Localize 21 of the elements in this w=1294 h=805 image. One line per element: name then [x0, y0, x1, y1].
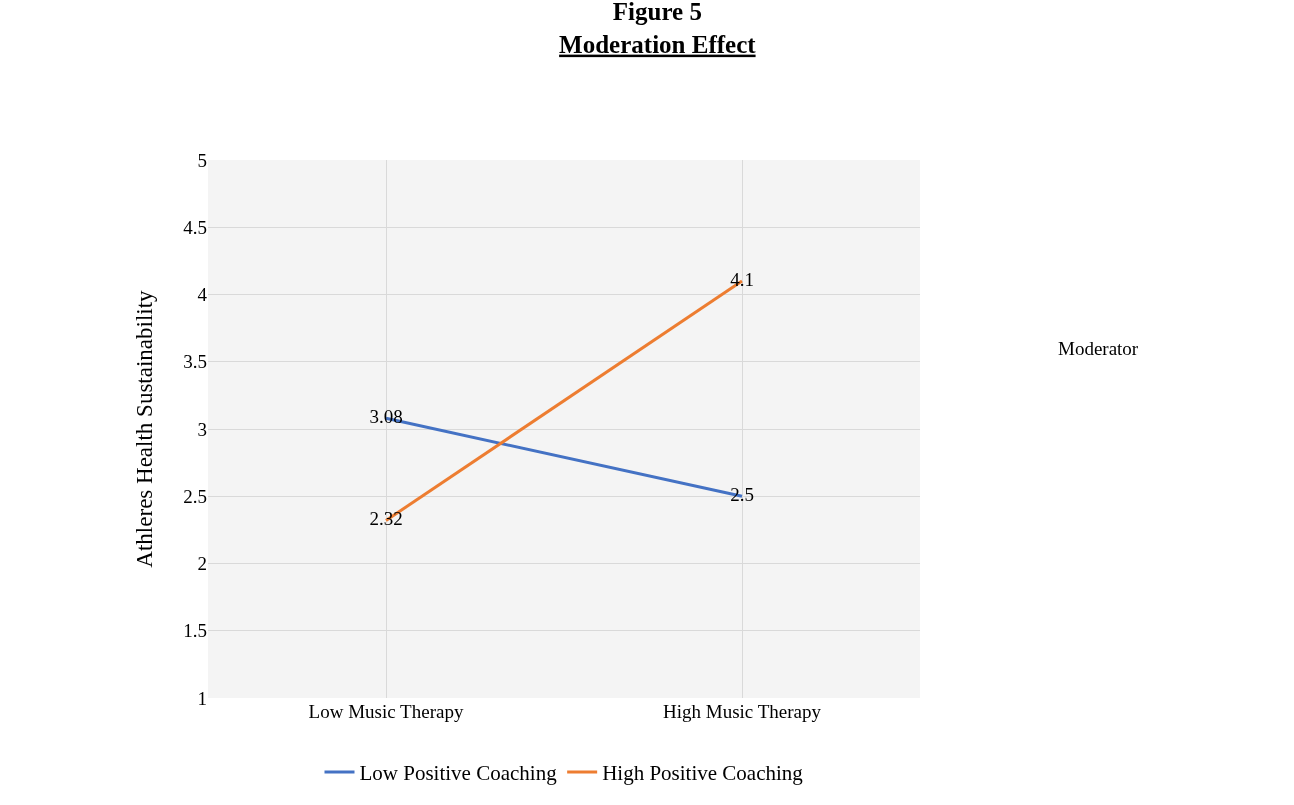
x-tick-label: High Music Therapy — [663, 701, 822, 722]
y-axis-title: Athleres Health Sustainability — [132, 289, 157, 568]
text: Moderator — [1058, 338, 1139, 359]
legend-label: High Positive Coaching — [602, 761, 804, 786]
x-tick-label: Low Music Therapy — [308, 701, 464, 722]
legend-label: Low Positive Coaching — [359, 761, 558, 786]
chart-subtitle: Moderation Effect — [559, 30, 757, 58]
y-tick-label: 3 — [197, 418, 207, 440]
y-tick-label: 5 — [197, 149, 207, 171]
data-label: 4.1 — [730, 268, 754, 290]
y-tick-label: 2 — [197, 553, 207, 575]
y-tick-label: 3.5 — [183, 351, 207, 373]
data-label: 2.32 — [369, 508, 403, 530]
chart-title: Figure 5 — [612, 0, 702, 26]
y-tick-label: 4 — [197, 284, 208, 306]
data-label: 2.5 — [730, 484, 754, 505]
data-label: 3.08 — [369, 405, 403, 427]
y-tick-label: 2.5 — [183, 485, 207, 507]
y-tick-label: 1.5 — [183, 620, 207, 642]
y-tick-label: 4.5 — [183, 216, 207, 238]
y-tick-label: 1 — [197, 687, 207, 709]
